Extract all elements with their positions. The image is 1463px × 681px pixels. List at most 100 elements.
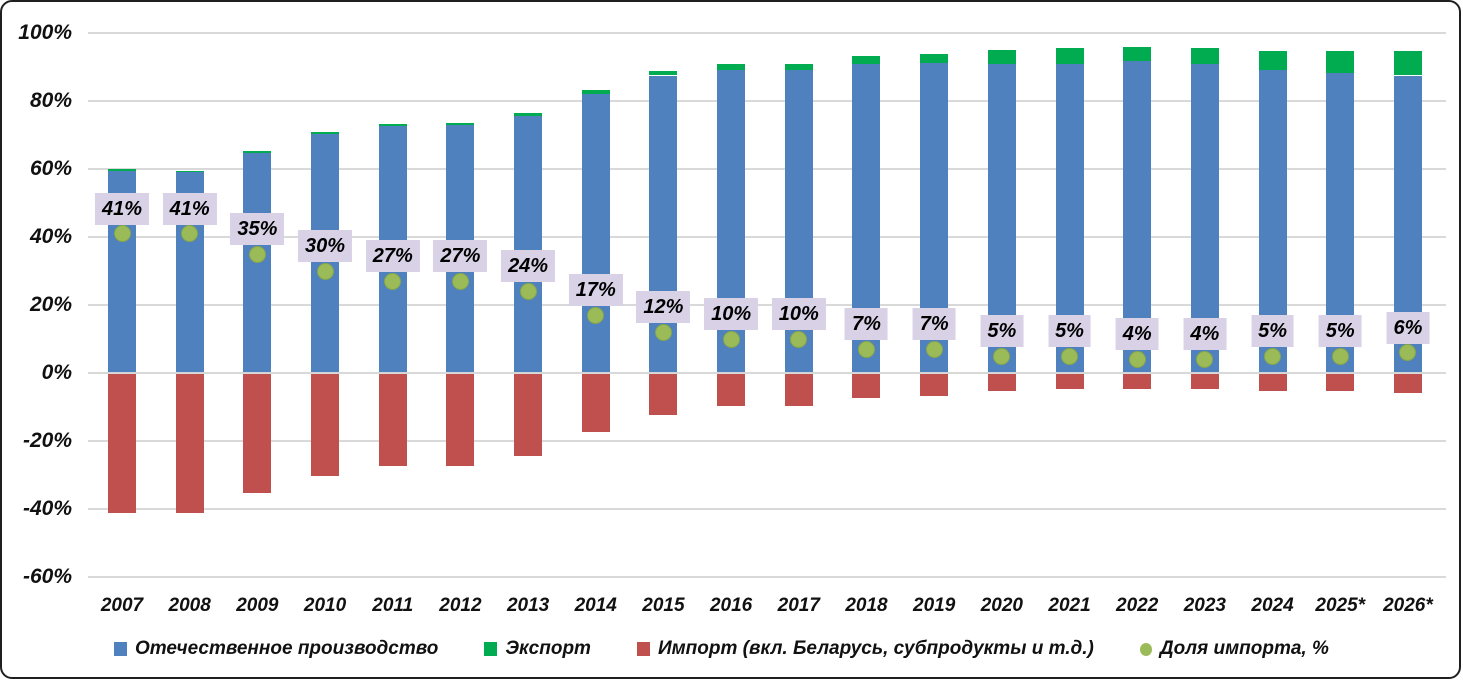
- bar-import-2021: [1055, 374, 1084, 390]
- bar-import-2016: [717, 374, 746, 407]
- import-share-label-2014: 17%: [568, 274, 623, 307]
- bar-import-2026*: [1393, 374, 1422, 393]
- gridline--20: [88, 440, 1446, 442]
- import-share-label-2025*: 5%: [1318, 315, 1362, 347]
- bar-import-2010: [311, 374, 340, 476]
- import-marker-icon: [636, 642, 650, 656]
- import-share-dot-2007: [113, 225, 131, 243]
- bar-domestic-2015: [649, 75, 678, 373]
- bar-export-2016: [717, 63, 746, 70]
- bar-export-2017: [784, 63, 813, 71]
- import-share-dot-2023: [1196, 350, 1214, 368]
- import-share-label-2010: 30%: [298, 230, 353, 262]
- import-share-label-2011: 27%: [365, 240, 420, 273]
- gridline--40: [88, 508, 1446, 510]
- x-tick-2010: 2010: [303, 595, 347, 616]
- bar-export-2009: [243, 151, 272, 153]
- legend: Отечественное производство Экспорт Импор…: [114, 638, 1329, 660]
- import-share-dot-2020: [993, 347, 1011, 365]
- bar-export-2011: [378, 124, 407, 126]
- import-share-dot-2016: [722, 330, 740, 348]
- export-marker-icon: [484, 642, 498, 656]
- bar-import-2018: [852, 374, 881, 398]
- x-tick-2012: 2012: [439, 595, 482, 616]
- x-tick-2007: 2007: [100, 595, 144, 616]
- import-share-dot-2025*: [1331, 347, 1349, 365]
- x-tick-2009: 2009: [236, 595, 279, 616]
- bar-export-2019: [920, 54, 949, 63]
- import-share-dot-2013: [519, 282, 537, 300]
- gridline--60: [88, 576, 1446, 578]
- bar-import-2019: [920, 374, 949, 397]
- x-tick-2008: 2008: [168, 595, 211, 616]
- import-share-dot-2008: [181, 225, 199, 243]
- import-share-dot-2021: [1061, 347, 1079, 365]
- bar-export-2008: [175, 171, 204, 173]
- import-share-dot-2017: [790, 330, 808, 348]
- bar-export-2015: [649, 71, 678, 76]
- gridline-60: [88, 168, 1446, 170]
- x-tick-2016: 2016: [709, 595, 753, 616]
- bar-export-2022: [1123, 46, 1152, 61]
- import-share-label-2019: 7%: [912, 308, 956, 341]
- x-tick-2013: 2013: [506, 595, 550, 616]
- legend-item-export: Экспорт: [484, 638, 591, 660]
- legend-label-domestic-production: Отечественное производство: [135, 638, 439, 659]
- gridline-40: [88, 236, 1446, 238]
- x-tick-2026*: 2026*: [1383, 595, 1433, 616]
- bar-import-2024: [1258, 374, 1287, 391]
- bar-import-2020: [987, 374, 1016, 391]
- bar-import-2011: [378, 374, 407, 466]
- import-share-dot-2011: [384, 272, 402, 290]
- legend-item-domestic-production: Отечественное производство: [114, 638, 438, 660]
- bar-export-2021: [1055, 48, 1084, 64]
- x-tick-2024: 2024: [1251, 595, 1294, 616]
- bar-import-2017: [784, 374, 813, 407]
- bar-import-2025*: [1326, 374, 1355, 391]
- bar-import-2022: [1123, 374, 1152, 390]
- zero-gridline-overlay: [88, 372, 1446, 374]
- bar-domestic-2009: [243, 153, 272, 373]
- x-tick-2021: 2021: [1048, 595, 1091, 616]
- y-tick-label--60: -60%: [22, 565, 72, 588]
- y-tick-label--20: -20%: [22, 429, 72, 452]
- legend-item-import: Импорт (вкл. Беларусь, субпродукты и т.д…: [636, 638, 1094, 660]
- legend-label-import-share: Доля импорта, %: [1159, 638, 1329, 659]
- x-tick-2025*: 2025*: [1315, 595, 1366, 616]
- import-share-dot-2026*: [1399, 344, 1417, 362]
- y-tick-label-20: 20%: [29, 293, 72, 316]
- import-share-dot-2015: [654, 323, 672, 341]
- bar-import-2007: [108, 374, 136, 514]
- y-tick-label-60: 60%: [29, 157, 72, 180]
- y-tick-label--40: -40%: [22, 497, 72, 520]
- import-share-label-2008: 41%: [162, 192, 217, 225]
- import-share-dot-2012: [451, 272, 469, 290]
- bar-import-2013: [514, 374, 543, 456]
- import-share-label-2017: 10%: [771, 298, 826, 330]
- import-share-label-2016: 10%: [704, 298, 759, 330]
- x-tick-2022: 2022: [1116, 595, 1159, 616]
- y-tick-label-0: 0%: [41, 361, 72, 384]
- legend-label-export: Экспорт: [505, 638, 591, 659]
- bar-export-2014: [581, 89, 610, 95]
- gridline-20: [88, 304, 1446, 306]
- import-share-label-2023: 4%: [1183, 318, 1227, 351]
- import-share-label-2026*: 6%: [1386, 311, 1430, 344]
- import-share-dot-2024: [1264, 347, 1282, 365]
- import-share-dot-2018: [857, 340, 875, 358]
- import-share-label-2022: 4%: [1115, 318, 1159, 351]
- bar-export-2020: [987, 50, 1016, 64]
- x-tick-2015: 2015: [642, 595, 685, 616]
- y-tick-label-80: 80%: [29, 89, 72, 112]
- import-share-label-2021: 5%: [1048, 315, 1091, 347]
- import-share-label-2020: 5%: [980, 315, 1024, 347]
- import-share-dot-2010: [316, 262, 334, 280]
- bar-domestic-2014: [581, 94, 610, 373]
- x-tick-2017: 2017: [777, 595, 820, 616]
- import-share-marker-icon: [1139, 642, 1152, 656]
- import-share-dot-2019: [925, 340, 943, 358]
- import-share-dot-2022: [1128, 350, 1146, 368]
- gridline-80: [88, 100, 1446, 102]
- legend-item-import-share: Доля импорта, %: [1139, 638, 1329, 660]
